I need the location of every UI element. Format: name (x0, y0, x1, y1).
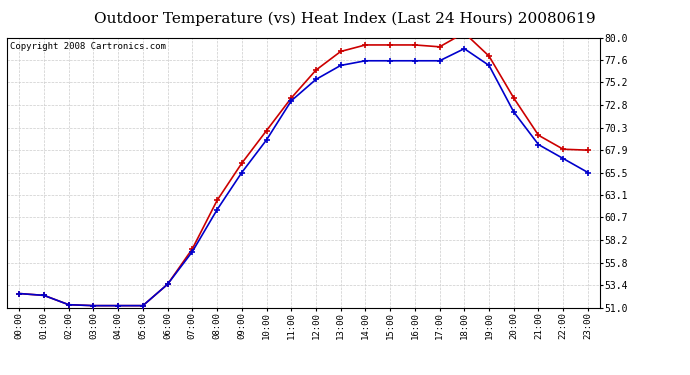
Text: Outdoor Temperature (vs) Heat Index (Last 24 Hours) 20080619: Outdoor Temperature (vs) Heat Index (Las… (95, 11, 595, 26)
Text: Copyright 2008 Cartronics.com: Copyright 2008 Cartronics.com (10, 42, 166, 51)
